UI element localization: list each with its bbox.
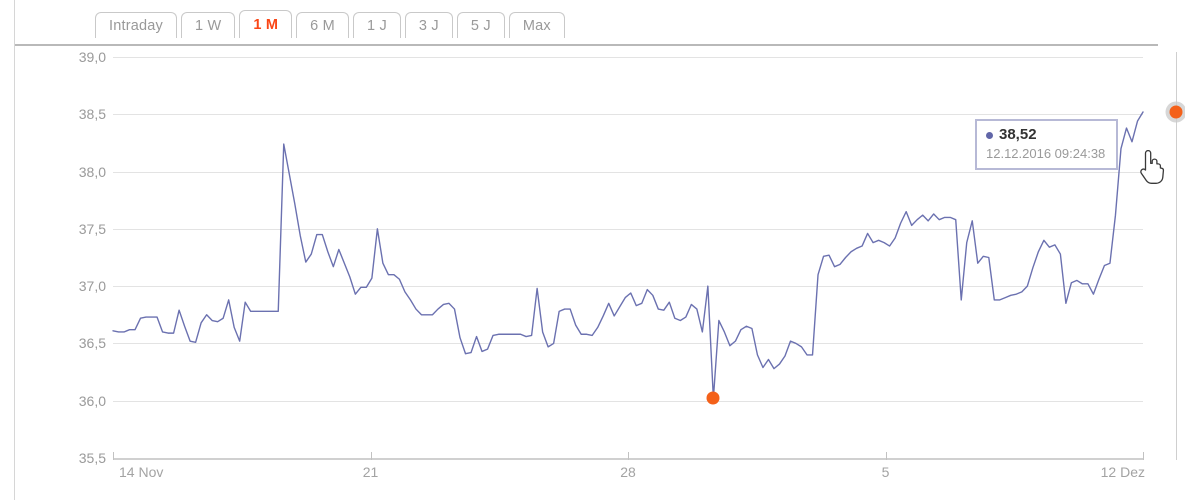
price-chart: 35,5 36,0 36,5 37,0 37,5 38,0 38,5 39,0 14 Nov 2…	[0, 46, 1185, 500]
current-point-marker[interactable]	[1169, 105, 1183, 119]
tooltip-value-row: 38,52	[986, 126, 1107, 144]
x-axis-tick	[113, 452, 114, 460]
x-axis-tick-label: 21	[362, 464, 379, 480]
gridline	[113, 401, 1143, 402]
value-tooltip: 38,52 12.12.2016 09:24:38	[975, 119, 1118, 170]
y-axis-tick-label: 38,0	[78, 163, 106, 180]
y-axis-tick-label: 36,0	[78, 392, 106, 409]
tabstrip-baseline	[15, 44, 1158, 46]
series-dot-icon	[986, 131, 993, 139]
y-axis-tick-label: 36,5	[78, 335, 106, 352]
x-axis-tick-label: 12 Dez	[1100, 464, 1145, 480]
x-axis-tick	[1143, 452, 1144, 460]
tooltip-timestamp: 12.12.2016 09:24:38	[986, 146, 1106, 161]
tab-6-m[interactable]: 6 M	[296, 12, 349, 38]
tab-1-w[interactable]: 1 W	[181, 12, 236, 38]
y-axis-tick-label: 38,5	[78, 106, 106, 123]
y-axis-labels: 35,5 36,0 36,5 37,0 37,5 38,0 38,5 39,0	[58, 46, 106, 500]
crosshair-vertical-line	[1176, 52, 1177, 460]
gridline	[113, 172, 1143, 173]
tab-max[interactable]: Max	[508, 12, 565, 38]
x-axis-tick	[371, 452, 372, 460]
x-axis-tick	[628, 452, 629, 460]
tab-5-j[interactable]: 5 J	[456, 12, 505, 38]
y-axis-tick-label: 35,5	[78, 450, 106, 466]
page-left-border	[14, 0, 15, 500]
gridline	[113, 286, 1143, 287]
y-axis-tick-label: 37,5	[78, 220, 106, 237]
tooltip-value: 38,52	[999, 126, 1037, 143]
gridline	[113, 343, 1143, 344]
low-point-marker[interactable]	[706, 391, 720, 405]
price-line-series	[112, 111, 1144, 400]
tab-intraday[interactable]: Intraday	[95, 12, 177, 38]
x-axis-tick-label: 14 Nov	[119, 464, 164, 480]
gridline	[113, 114, 1143, 115]
y-axis-tick-label: 39,0	[78, 49, 106, 65]
y-axis-tick-label: 37,0	[78, 278, 106, 295]
x-axis-tick	[886, 452, 887, 460]
gridline	[113, 57, 1143, 58]
tab-1-j[interactable]: 1 J	[352, 12, 401, 38]
tab-1-m[interactable]: 1 M	[239, 10, 293, 40]
tab-3-j[interactable]: 3 J	[404, 12, 453, 38]
x-axis-tick-label: 28	[620, 464, 636, 480]
x-axis-tick-label: 5	[881, 464, 890, 480]
gridline	[113, 229, 1143, 230]
